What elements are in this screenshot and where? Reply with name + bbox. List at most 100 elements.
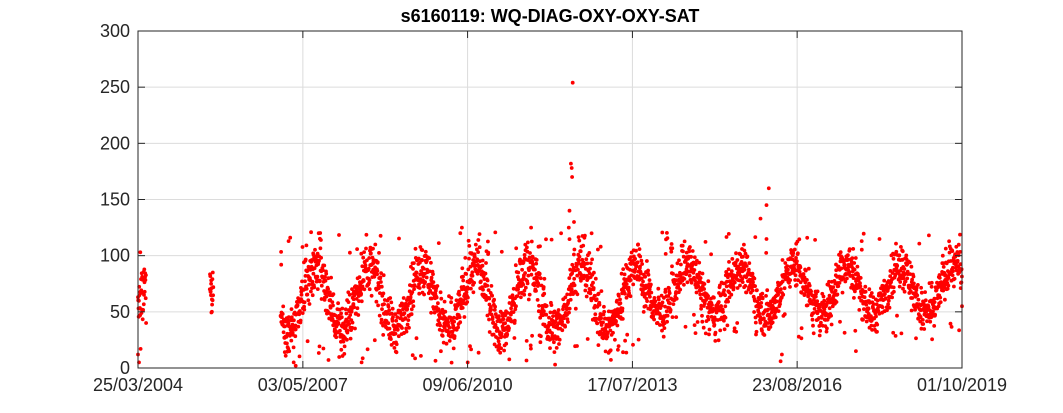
data-point bbox=[845, 276, 849, 281]
data-point bbox=[463, 256, 468, 260]
data-point bbox=[724, 235, 729, 239]
data-point bbox=[467, 256, 471, 261]
data-point bbox=[379, 284, 384, 289]
data-point bbox=[289, 338, 294, 343]
data-point bbox=[898, 280, 903, 284]
data-point bbox=[764, 294, 768, 298]
data-point bbox=[527, 292, 532, 297]
data-point bbox=[281, 330, 286, 335]
data-point bbox=[693, 262, 698, 267]
data-point bbox=[447, 339, 452, 343]
data-point bbox=[567, 310, 571, 315]
data-point bbox=[923, 298, 928, 303]
data-point bbox=[893, 273, 898, 278]
data-point bbox=[940, 253, 945, 258]
data-point bbox=[797, 270, 802, 274]
data-point bbox=[521, 260, 526, 265]
data-point bbox=[723, 293, 727, 298]
data-point bbox=[932, 324, 937, 328]
data-point bbox=[817, 316, 821, 320]
data-point bbox=[864, 319, 869, 324]
data-point bbox=[298, 318, 303, 323]
data-point bbox=[563, 324, 567, 329]
data-point bbox=[634, 248, 638, 253]
data-point bbox=[775, 299, 779, 304]
data-point bbox=[382, 302, 386, 306]
data-point bbox=[472, 280, 476, 285]
data-point bbox=[420, 258, 424, 262]
data-point bbox=[381, 333, 386, 337]
data-point bbox=[317, 258, 321, 263]
data-point bbox=[566, 225, 571, 230]
data-point bbox=[423, 249, 428, 254]
data-point bbox=[638, 254, 643, 259]
data-point bbox=[557, 342, 561, 346]
data-point bbox=[507, 326, 511, 331]
data-point bbox=[337, 233, 341, 237]
data-point bbox=[363, 263, 368, 268]
data-point bbox=[805, 278, 809, 282]
data-point bbox=[585, 261, 590, 266]
data-point bbox=[669, 249, 674, 254]
data-point bbox=[381, 273, 386, 278]
data-point bbox=[943, 297, 947, 302]
data-point bbox=[807, 283, 812, 288]
data-point bbox=[466, 267, 471, 272]
data-point bbox=[544, 304, 549, 308]
data-point bbox=[367, 256, 372, 260]
data-point bbox=[645, 299, 649, 303]
data-point bbox=[640, 262, 644, 266]
data-point bbox=[725, 323, 730, 328]
data-point bbox=[504, 341, 509, 346]
data-point bbox=[438, 323, 443, 328]
data-point bbox=[348, 250, 352, 255]
data-point bbox=[315, 287, 320, 291]
data-point bbox=[420, 248, 425, 253]
data-point bbox=[523, 271, 527, 275]
data-point bbox=[669, 242, 674, 246]
data-point bbox=[351, 302, 356, 306]
data-point bbox=[513, 263, 518, 268]
data-point bbox=[652, 317, 656, 322]
data-point bbox=[714, 310, 719, 315]
data-point bbox=[501, 317, 506, 321]
data-point bbox=[366, 266, 371, 271]
data-point bbox=[367, 278, 372, 282]
data-point bbox=[405, 307, 410, 312]
data-point bbox=[412, 284, 417, 288]
data-point bbox=[527, 255, 532, 260]
data-point bbox=[312, 266, 317, 271]
data-point bbox=[744, 264, 749, 268]
data-point bbox=[407, 325, 411, 330]
data-point bbox=[516, 270, 521, 275]
data-point bbox=[280, 312, 285, 316]
data-point bbox=[622, 277, 627, 281]
data-point bbox=[299, 292, 304, 297]
data-point bbox=[522, 288, 527, 293]
data-point bbox=[570, 175, 574, 179]
data-point bbox=[429, 260, 433, 265]
data-point bbox=[759, 304, 763, 309]
data-point bbox=[624, 282, 629, 286]
data-point bbox=[319, 283, 324, 288]
data-point bbox=[567, 306, 572, 311]
data-point bbox=[422, 266, 426, 271]
data-point bbox=[515, 294, 520, 298]
chart-title: s6160119: WQ-DIAG-OXY-OXY-SAT bbox=[401, 6, 700, 26]
data-point bbox=[353, 326, 357, 331]
data-point bbox=[389, 337, 393, 341]
data-point bbox=[914, 336, 918, 341]
data-point bbox=[782, 312, 787, 317]
data-point bbox=[758, 320, 763, 325]
data-point bbox=[304, 286, 309, 291]
data-point bbox=[929, 284, 934, 289]
data-point bbox=[928, 319, 933, 324]
data-point bbox=[702, 287, 706, 291]
data-point bbox=[414, 336, 419, 341]
data-point bbox=[575, 292, 580, 297]
data-point bbox=[842, 330, 847, 335]
data-point bbox=[793, 278, 797, 282]
data-point bbox=[883, 296, 888, 301]
data-point bbox=[738, 283, 742, 288]
data-point bbox=[682, 277, 687, 281]
